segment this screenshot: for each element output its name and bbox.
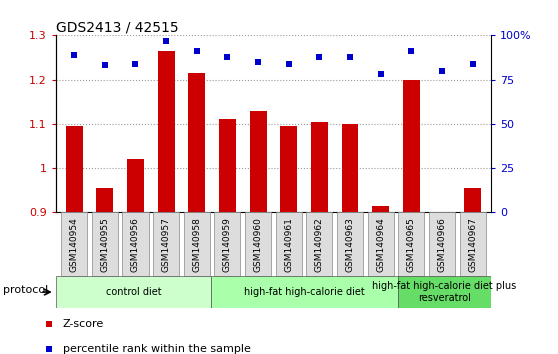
Point bbox=[345, 54, 354, 59]
FancyBboxPatch shape bbox=[92, 212, 118, 276]
Bar bbox=[341, 124, 358, 212]
Text: high-fat high-calorie diet plus
resveratrol: high-fat high-calorie diet plus resverat… bbox=[372, 281, 517, 303]
FancyBboxPatch shape bbox=[276, 212, 302, 276]
FancyBboxPatch shape bbox=[211, 276, 398, 308]
Text: GSM140966: GSM140966 bbox=[437, 217, 446, 272]
Bar bbox=[127, 159, 144, 212]
Text: GSM140967: GSM140967 bbox=[468, 217, 477, 272]
Text: GSM140956: GSM140956 bbox=[131, 217, 140, 272]
Text: protocol: protocol bbox=[3, 285, 48, 296]
Bar bbox=[219, 120, 236, 212]
Text: GSM140955: GSM140955 bbox=[100, 217, 109, 272]
Bar bbox=[280, 126, 297, 212]
Point bbox=[193, 48, 201, 54]
Point bbox=[131, 61, 140, 67]
Bar bbox=[464, 188, 481, 212]
FancyBboxPatch shape bbox=[122, 212, 148, 276]
Text: GSM140958: GSM140958 bbox=[193, 217, 201, 272]
FancyBboxPatch shape bbox=[56, 276, 211, 308]
Point bbox=[407, 48, 416, 54]
FancyBboxPatch shape bbox=[61, 212, 87, 276]
Point bbox=[100, 63, 109, 68]
Point bbox=[223, 54, 232, 59]
FancyBboxPatch shape bbox=[245, 212, 271, 276]
Bar bbox=[403, 80, 420, 212]
FancyBboxPatch shape bbox=[398, 276, 491, 308]
Point bbox=[311, 0, 320, 1]
Bar bbox=[189, 73, 205, 212]
Point bbox=[284, 61, 293, 67]
FancyBboxPatch shape bbox=[306, 212, 333, 276]
Text: GSM140959: GSM140959 bbox=[223, 217, 232, 272]
Bar bbox=[158, 51, 175, 212]
FancyBboxPatch shape bbox=[368, 212, 394, 276]
Bar bbox=[249, 111, 267, 212]
Point bbox=[311, 221, 320, 227]
Bar bbox=[311, 122, 328, 212]
Text: GSM140957: GSM140957 bbox=[162, 217, 171, 272]
FancyBboxPatch shape bbox=[429, 212, 455, 276]
Bar bbox=[434, 212, 450, 215]
Point bbox=[254, 59, 263, 65]
Text: GDS2413 / 42515: GDS2413 / 42515 bbox=[56, 20, 179, 34]
Point bbox=[437, 68, 446, 74]
Point bbox=[315, 54, 324, 59]
Text: high-fat high-calorie diet: high-fat high-calorie diet bbox=[244, 287, 365, 297]
Text: GSM140963: GSM140963 bbox=[345, 217, 354, 272]
Text: percentile rank within the sample: percentile rank within the sample bbox=[63, 344, 251, 354]
FancyBboxPatch shape bbox=[337, 212, 363, 276]
FancyBboxPatch shape bbox=[184, 212, 210, 276]
Text: GSM140954: GSM140954 bbox=[70, 217, 79, 272]
Text: GSM140965: GSM140965 bbox=[407, 217, 416, 272]
Text: GSM140962: GSM140962 bbox=[315, 217, 324, 272]
Bar bbox=[66, 126, 83, 212]
FancyBboxPatch shape bbox=[398, 212, 425, 276]
FancyBboxPatch shape bbox=[460, 212, 485, 276]
Bar bbox=[97, 188, 113, 212]
Text: control diet: control diet bbox=[105, 287, 161, 297]
FancyBboxPatch shape bbox=[153, 212, 179, 276]
Text: GSM140964: GSM140964 bbox=[376, 217, 385, 272]
Text: Z-score: Z-score bbox=[63, 319, 104, 329]
Point bbox=[468, 61, 477, 67]
Point bbox=[70, 52, 79, 58]
Point bbox=[162, 38, 171, 44]
FancyBboxPatch shape bbox=[214, 212, 240, 276]
Text: GSM140961: GSM140961 bbox=[284, 217, 294, 272]
Text: GSM140960: GSM140960 bbox=[253, 217, 263, 272]
Point bbox=[376, 72, 385, 77]
Bar bbox=[372, 206, 389, 212]
